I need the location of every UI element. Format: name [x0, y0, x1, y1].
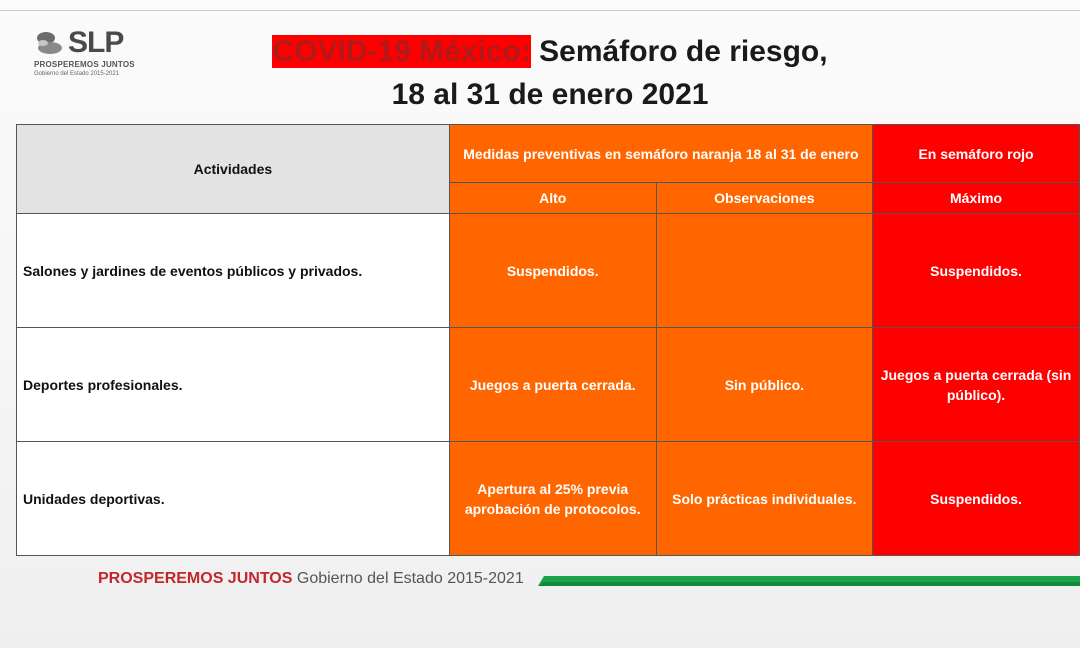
- footer-green-bar: [538, 576, 1080, 586]
- subheader-max: Máximo: [872, 182, 1080, 214]
- logo-government: Gobierno del Estado 2015-2021: [34, 71, 120, 77]
- activity-cell: Unidades deportivas.: [16, 441, 450, 556]
- activity-cell: Deportes profesionales.: [16, 327, 450, 442]
- max-cell: Juegos a puerta cerrada (sin público).: [872, 327, 1080, 442]
- high-cell: Suspendidos.: [448, 213, 657, 328]
- header-orange: Medidas preventivas en semáforo naranja …: [448, 124, 874, 183]
- table-row: Deportes profesionales. Juegos a puerta …: [16, 327, 1080, 442]
- observations-cell: Solo prácticas individuales.: [655, 441, 874, 556]
- subheader-high: Alto: [448, 182, 657, 214]
- high-cell: Apertura al 25% previa aprobación de pro…: [448, 441, 657, 556]
- activity-cell: Salones y jardines de eventos públicos y…: [16, 213, 450, 328]
- title-highlight: COVID-19 México:: [272, 35, 531, 68]
- slp-logo: SLP PROSPEREMOS JUNTOS Gobierno del Esta…: [30, 26, 140, 86]
- footer-government: Gobierno del Estado 2015-2021: [296, 570, 524, 587]
- page-title: COVID-19 México: Semáforo de riesgo, 18 …: [150, 30, 950, 116]
- logo-slogan: PROSPEREMOS JUNTOS: [34, 60, 135, 69]
- table-row: Unidades deportivas. Apertura al 25% pre…: [16, 441, 1080, 556]
- logo-text: SLP: [68, 26, 124, 59]
- title-dates: 18 al 31 de enero 2021: [391, 78, 709, 111]
- table-row: Salones y jardines de eventos públicos y…: [16, 213, 1080, 328]
- header-red: En semáforo rojo: [872, 124, 1080, 183]
- header-activities: Actividades: [16, 124, 450, 214]
- slp-logo-mark-icon: [37, 32, 62, 54]
- observations-cell: [655, 213, 874, 328]
- footer-brand: PROSPEREMOS JUNTOS: [98, 570, 293, 587]
- footer-text: PROSPEREMOS JUNTOS Gobierno del Estado 2…: [98, 570, 524, 588]
- top-divider: [0, 10, 1080, 11]
- risk-table: Actividades Medidas preventivas en semáf…: [16, 124, 1080, 556]
- subheader-observations: Observaciones: [655, 182, 874, 214]
- max-cell: Suspendidos.: [872, 441, 1080, 556]
- title-main: Semáforo de riesgo,: [530, 35, 828, 68]
- max-cell: Suspendidos.: [872, 213, 1080, 328]
- observations-cell: Sin público.: [655, 327, 874, 442]
- high-cell: Juegos a puerta cerrada.: [448, 327, 657, 442]
